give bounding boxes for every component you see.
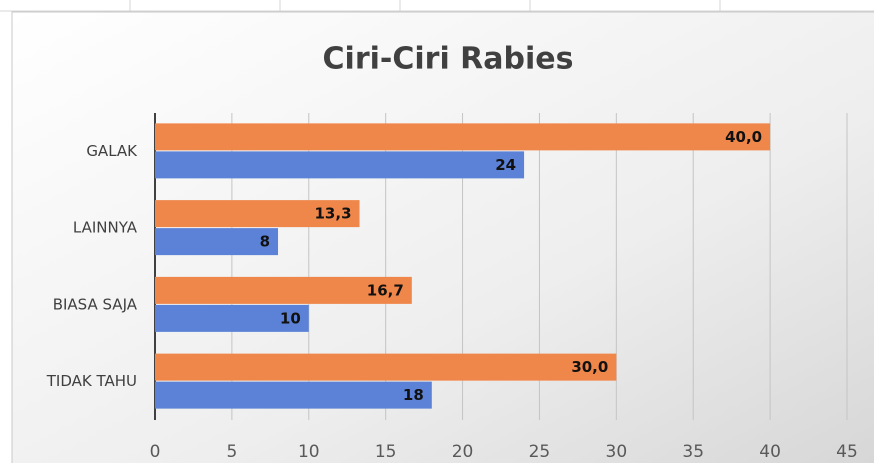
x-tick-label: 0 [150,442,161,462]
bar [155,381,432,409]
data-label: 24 [495,156,516,174]
sheet-grid [0,0,874,12]
x-tick-label: 10 [298,442,320,462]
x-tick-label: 45 [836,442,858,462]
x-tick-label: 25 [529,442,551,462]
x-tick-label: 15 [375,442,397,462]
x-tick-label: 5 [226,442,237,462]
data-label: 10 [280,309,301,327]
data-label: 8 [260,233,270,251]
x-tick-label: 30 [606,442,628,462]
bar [155,304,309,332]
data-label: 13,3 [315,205,352,223]
bar [155,276,412,304]
y-tick-label: LAINNYA [73,219,138,237]
data-label: 30,0 [571,358,608,376]
y-tick-label: BIASA SAJA [53,295,138,313]
x-tick-label: 40 [759,442,781,462]
data-label: 18 [403,386,424,404]
bar [155,353,617,381]
bar [155,200,360,228]
y-tick-label: GALAK [86,142,138,160]
x-tick-label: 20 [452,442,474,462]
x-tick-label: 35 [682,442,704,462]
chart-title: Ciri-Ciri Rabies [323,42,574,77]
bar [155,228,279,256]
chart-area [11,11,874,463]
y-tick-label: TIDAK TAHU [46,372,137,390]
bar [155,123,771,151]
data-label: 16,7 [367,281,404,299]
data-label: 40,0 [725,128,762,146]
bar [155,151,525,179]
